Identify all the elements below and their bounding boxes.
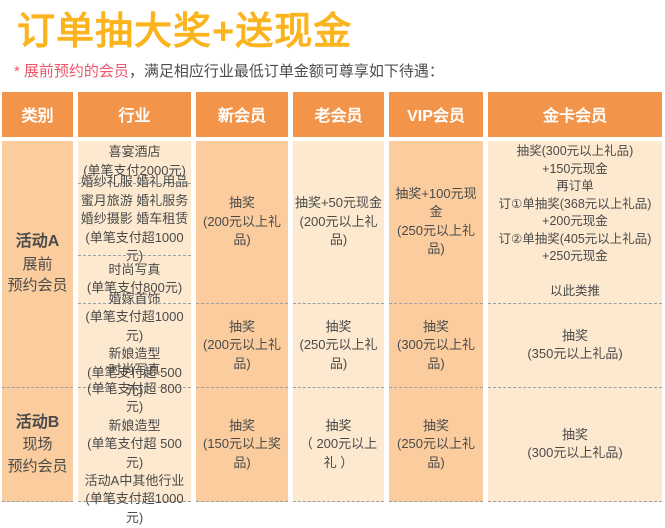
activity-b-desc: 现场 预约会员 bbox=[7, 436, 68, 475]
cell-industry-activity-b: 时尚写真 (单笔支付超 800元) 新娘造型 (单笔支付超 500元) 活动A中… bbox=[78, 362, 191, 525]
header-industry: 行业 bbox=[78, 91, 191, 137]
cell-vip-member-a1: 抽奖+100元现金 (250元以上礼品) bbox=[395, 185, 477, 257]
cell-new-member-a2: 抽奖 (200元以上礼品) bbox=[196, 302, 288, 387]
cell-old-member-a1: 抽奖+50元现金 (200元以上礼品) bbox=[294, 195, 383, 248]
cell-vip-member-b: 抽奖 (250元以上礼品) bbox=[389, 386, 483, 501]
cell-new-member-b: 抽奖 (150元以上奖品) bbox=[196, 386, 288, 501]
category-strip: 活动A 展前 预约会员 活动B 现场 预约会员 bbox=[2, 140, 73, 502]
header-category: 类别 bbox=[2, 91, 73, 137]
cell-new-member-a1: 抽奖 (200元以上礼品) bbox=[202, 195, 282, 248]
cell-category-activity-a: 活动A 展前 预约会员 bbox=[2, 141, 73, 387]
column-category: 类别 活动A 展前 预约会员 活动B 现场 预约会员 bbox=[2, 91, 73, 502]
header-old-member: 老会员 bbox=[293, 91, 384, 137]
promo-table: 类别 活动A 展前 预约会员 活动B 现场 预约会员 行业 喜宴酒店 (单笔支付… bbox=[2, 91, 665, 525]
cell-vip-member-a2: 抽奖 (300元以上礼品) bbox=[389, 302, 483, 387]
cell-old-member-a2: 抽奖 (250元以上礼品) bbox=[293, 302, 384, 387]
vip-member-strip: 抽奖+100元现金 (250元以上礼品) 抽奖 (300元以上礼品) 抽奖 (2… bbox=[389, 140, 483, 502]
cell-industry-wedding-services: 婚纱礼服 婚礼用品 蜜月旅游 婚礼服务 婚纱摄影 婚车租赁 (单笔支付超1000… bbox=[78, 174, 191, 263]
cell-gold-member-a1: 抽奖(300元以上礼品) +150元现金 再订单 订①单抽奖(368元以上礼品)… bbox=[498, 144, 652, 299]
activity-a-desc: 展前 预约会员 bbox=[7, 255, 68, 295]
column-gold-member: 金卡会员 抽奖(300元以上礼品) +150元现金 再订单 订①单抽奖(368元… bbox=[488, 91, 662, 502]
cell-industry-banquet-hotel: 喜宴酒店 (单笔支付2000元) bbox=[83, 144, 186, 178]
column-vip-member: VIP会员 抽奖+100元现金 (250元以上礼品) 抽奖 (300元以上礼品)… bbox=[389, 91, 483, 502]
gold-member-strip: 抽奖(300元以上礼品) +150元现金 再订单 订①单抽奖(368元以上礼品)… bbox=[488, 140, 662, 502]
activity-a-name: 活动A bbox=[15, 233, 60, 251]
page-title: 订单抽大奖+送现金 bbox=[17, 11, 353, 53]
new-member-strip: 抽奖 (200元以上礼品) 抽奖 (200元以上礼品) 抽奖 (150元以上奖品… bbox=[196, 140, 288, 502]
header-new-member: 新会员 bbox=[196, 91, 288, 137]
cell-category-activity-b: 活动B 现场 预约会员 bbox=[2, 386, 73, 501]
promo-page: 订单抽大奖+送现金 * 展前预约的会员，满足相应行业最低订单金额可尊享如下待遇： … bbox=[0, 11, 665, 525]
cell-gold-member-a2: 抽奖 (350元以上礼品) bbox=[488, 302, 662, 387]
column-old-member: 老会员 抽奖+50元现金 (200元以上礼品) 抽奖 (250元以上礼品) 抽奖… bbox=[293, 91, 384, 502]
column-new-member: 新会员 抽奖 (200元以上礼品) 抽奖 (200元以上礼品) 抽奖 (150元… bbox=[196, 91, 288, 502]
activity-b-name: 活动B bbox=[15, 413, 60, 431]
header-vip-member: VIP会员 bbox=[389, 91, 483, 137]
old-member-strip: 抽奖+50元现金 (200元以上礼品) 抽奖 (250元以上礼品) 抽奖 （ 2… bbox=[293, 140, 384, 502]
cell-gold-member-b: 抽奖 (300元以上礼品) bbox=[488, 386, 662, 501]
note: * 展前预约的会员，满足相应行业最低订单金额可尊享如下待遇： bbox=[14, 60, 665, 81]
note-highlight: 展前预约的会员 bbox=[23, 62, 129, 80]
header-gold-member: 金卡会员 bbox=[488, 91, 662, 137]
note-rest: ，满足相应行业最低订单金额可尊享如下待遇： bbox=[128, 62, 444, 80]
column-industry: 行业 喜宴酒店 (单笔支付2000元) 婚纱礼服 婚礼用品 蜜月旅游 婚礼服务 … bbox=[78, 91, 191, 525]
cell-industry-fashion-photo: 时尚写真 (单笔支付800元) bbox=[78, 254, 191, 303]
industry-strip: 喜宴酒店 (单笔支付2000元) 婚纱礼服 婚礼用品 蜜月旅游 婚礼服务 婚纱摄… bbox=[78, 140, 191, 525]
note-asterisk: * bbox=[14, 62, 20, 80]
cell-old-member-b: 抽奖 （ 200元以上礼 ） bbox=[293, 386, 384, 501]
